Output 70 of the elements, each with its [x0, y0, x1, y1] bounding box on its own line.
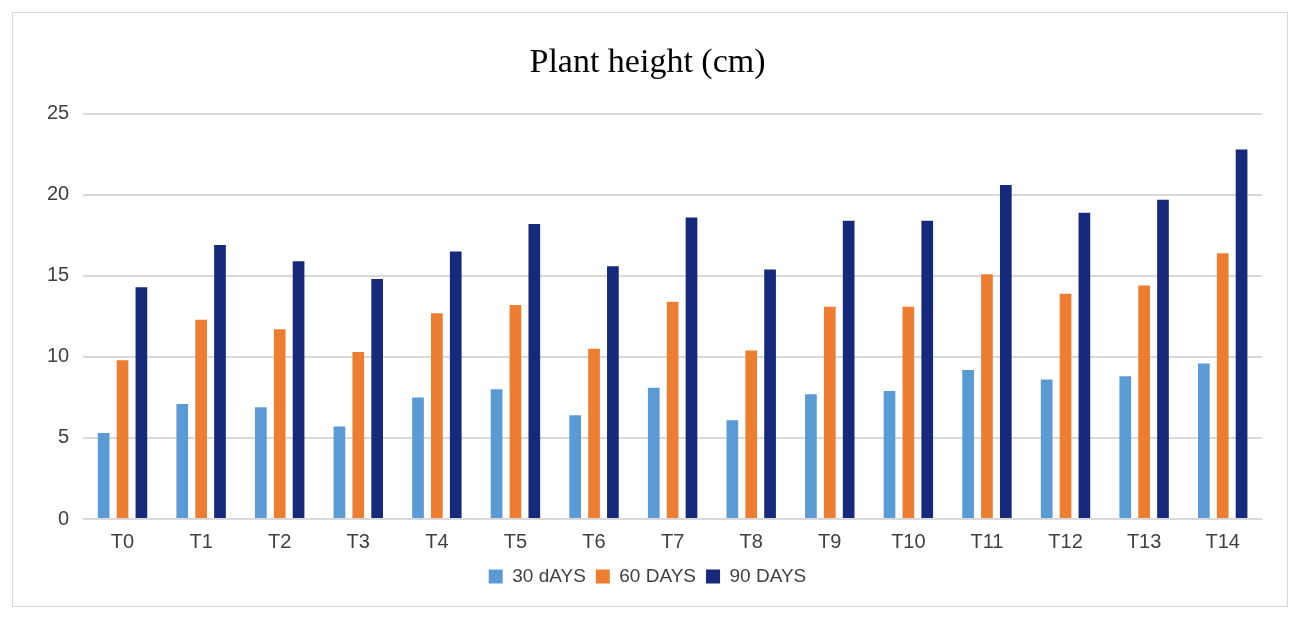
bar: [135, 287, 148, 518]
bar: [214, 245, 226, 518]
bar: [883, 390, 896, 518]
bar: [1198, 363, 1210, 518]
bar: [745, 350, 758, 518]
bar: [371, 279, 383, 518]
bar: [842, 220, 855, 518]
bar: [962, 369, 974, 518]
x-tick-label: T6: [582, 529, 606, 552]
bar: [333, 426, 346, 518]
x-tick-label: T8: [739, 529, 763, 552]
bar: [116, 360, 129, 518]
bar: [902, 306, 915, 518]
x-tick-label: T14: [1205, 529, 1240, 552]
x-tick-label: T1: [189, 529, 213, 552]
bar: [726, 420, 739, 518]
x-tick-label: T2: [268, 529, 292, 552]
y-tick-label: 20: [47, 182, 70, 205]
bar: [509, 305, 522, 518]
x-tick-label: T7: [660, 529, 685, 552]
bar: [981, 274, 993, 518]
bar: [449, 251, 462, 518]
bar: [666, 301, 679, 518]
bar: [1235, 149, 1248, 518]
bar: [569, 415, 582, 518]
bar: [1078, 212, 1091, 518]
x-tick-label: T11: [970, 529, 1004, 552]
bar: [352, 352, 365, 518]
bar: [764, 269, 776, 518]
legend-label: 30 dAYS: [512, 564, 586, 586]
bar: [431, 313, 443, 518]
bar: [588, 348, 600, 518]
bar: [195, 319, 207, 518]
x-tick-label: T0: [110, 529, 135, 552]
bar: [999, 185, 1012, 518]
x-tick-label: T13: [1126, 529, 1162, 552]
x-tick-label: T3: [346, 529, 370, 552]
bar: [490, 389, 503, 518]
bar: [685, 217, 698, 518]
x-tick-label: T10: [891, 529, 926, 552]
bar: [1157, 199, 1169, 518]
bar: [1138, 285, 1150, 518]
bar: [1119, 376, 1132, 518]
bar: [1216, 253, 1229, 518]
bar: [528, 224, 541, 518]
x-tick-label: T12: [1048, 529, 1083, 552]
y-tick-label: 10: [47, 344, 70, 367]
bar: [1040, 379, 1053, 518]
bar: [823, 306, 836, 518]
bar: [607, 266, 619, 518]
bar: [273, 329, 286, 518]
legend-label: 60 DAYS: [619, 564, 697, 586]
bar: [1059, 293, 1072, 518]
x-tick-label: T4: [425, 529, 449, 552]
y-tick-label: 15: [47, 263, 70, 286]
legend-label: 90 DAYS: [729, 564, 807, 586]
x-tick-label: T5: [503, 529, 528, 552]
bar: [921, 220, 934, 518]
bar: [176, 403, 189, 518]
x-tick-label: T9: [818, 529, 842, 552]
bar: [292, 261, 305, 518]
chart-title: Plant height (cm): [529, 42, 766, 81]
y-tick-label: 25: [47, 101, 70, 124]
bar: [97, 433, 110, 518]
bar: [255, 407, 267, 518]
bar: [647, 387, 660, 518]
bar: [412, 397, 424, 518]
bar: [805, 394, 817, 518]
y-tick-label: 5: [58, 425, 70, 448]
y-tick-label: 0: [58, 506, 70, 529]
